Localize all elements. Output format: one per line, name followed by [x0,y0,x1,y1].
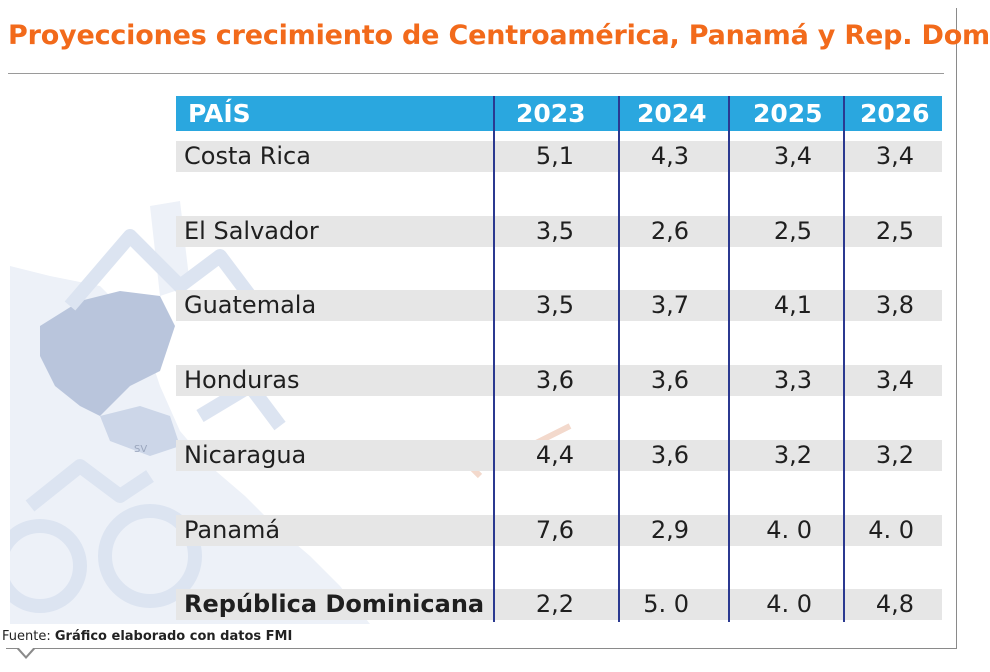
card-frame [6,8,957,649]
country-cell: Panamá [184,516,281,544]
header-2025: 2025 [753,99,823,128]
value-cell-2024: 2,6 [650,217,689,245]
table-row [176,365,942,396]
value-cell-2023: 7,6 [535,516,574,544]
map-label-sv: SV [134,444,147,455]
value-cell-2023: 2,2 [535,590,574,618]
value-cell-2025: 4. 0 [766,590,812,618]
header-2023: 2023 [516,99,586,128]
value-cell-2026: 3,8 [875,291,914,319]
value-cell-2025: 2,5 [773,217,812,245]
value-cell-2024: 3,6 [650,366,689,394]
table-row [176,440,942,471]
value-cell-2024: 2,9 [650,516,689,544]
table-row [176,290,942,321]
column-divider [843,96,845,622]
value-cell-2025: 3,4 [773,142,812,170]
value-cell-2024: 4,3 [650,142,689,170]
chart-title: Proyecciones crecimiento de Centroaméric… [8,20,990,51]
value-cell-2026: 3,4 [875,366,914,394]
value-cell-2025: 3,2 [773,441,812,469]
value-cell-2026: 3,4 [875,142,914,170]
country-cell: Costa Rica [184,142,311,170]
table-row [176,589,942,620]
value-cell-2025: 4. 0 [766,516,812,544]
value-cell-2026: 3,2 [875,441,914,469]
map-highlight-shape [40,291,180,456]
footnote-text: Gráfico elaborado con datos FMI [54,629,293,644]
value-cell-2026: 4. 0 [868,516,914,544]
value-cell-2023: 3,6 [535,366,574,394]
value-cell-2024: 3,7 [650,291,689,319]
value-cell-2023: 5,1 [535,142,574,170]
table-row [176,515,942,546]
header-2026: 2026 [860,99,930,128]
header-pais: PAÍS [188,99,251,128]
callout-pointer-inner [18,647,34,656]
header-2024: 2024 [637,99,707,128]
value-cell-2025: 4,1 [773,291,812,319]
value-cell-2026: 4,8 [875,590,914,618]
country-cell: Guatemala [184,291,317,319]
country-cell: Nicaragua [184,441,307,469]
growth-table: PAÍS 2023 2024 2025 2026 Costa Rica 5,1 4,… [176,96,942,622]
table-header-bar [176,96,942,131]
table-row [176,141,942,172]
value-cell-2024: 3,6 [650,441,689,469]
footnote-prefix: Fuente: [2,629,55,644]
value-cell-2024: 5. 0 [643,590,689,618]
value-cell-2023: 4,4 [535,441,574,469]
value-cell-2023: 3,5 [535,291,574,319]
country-cell: Honduras [184,366,300,394]
column-divider [493,96,495,622]
column-divider [728,96,730,622]
title-divider [8,73,944,74]
source-footnote: Fuente: Gráfico elaborado con datos FMI [2,629,292,644]
country-cell: República Dominicana [184,590,485,618]
column-divider [618,96,620,622]
value-cell-2025: 3,3 [773,366,812,394]
value-cell-2023: 3,5 [535,217,574,245]
value-cell-2026: 2,5 [875,217,914,245]
table-row [176,216,942,247]
country-cell: El Salvador [184,217,319,245]
